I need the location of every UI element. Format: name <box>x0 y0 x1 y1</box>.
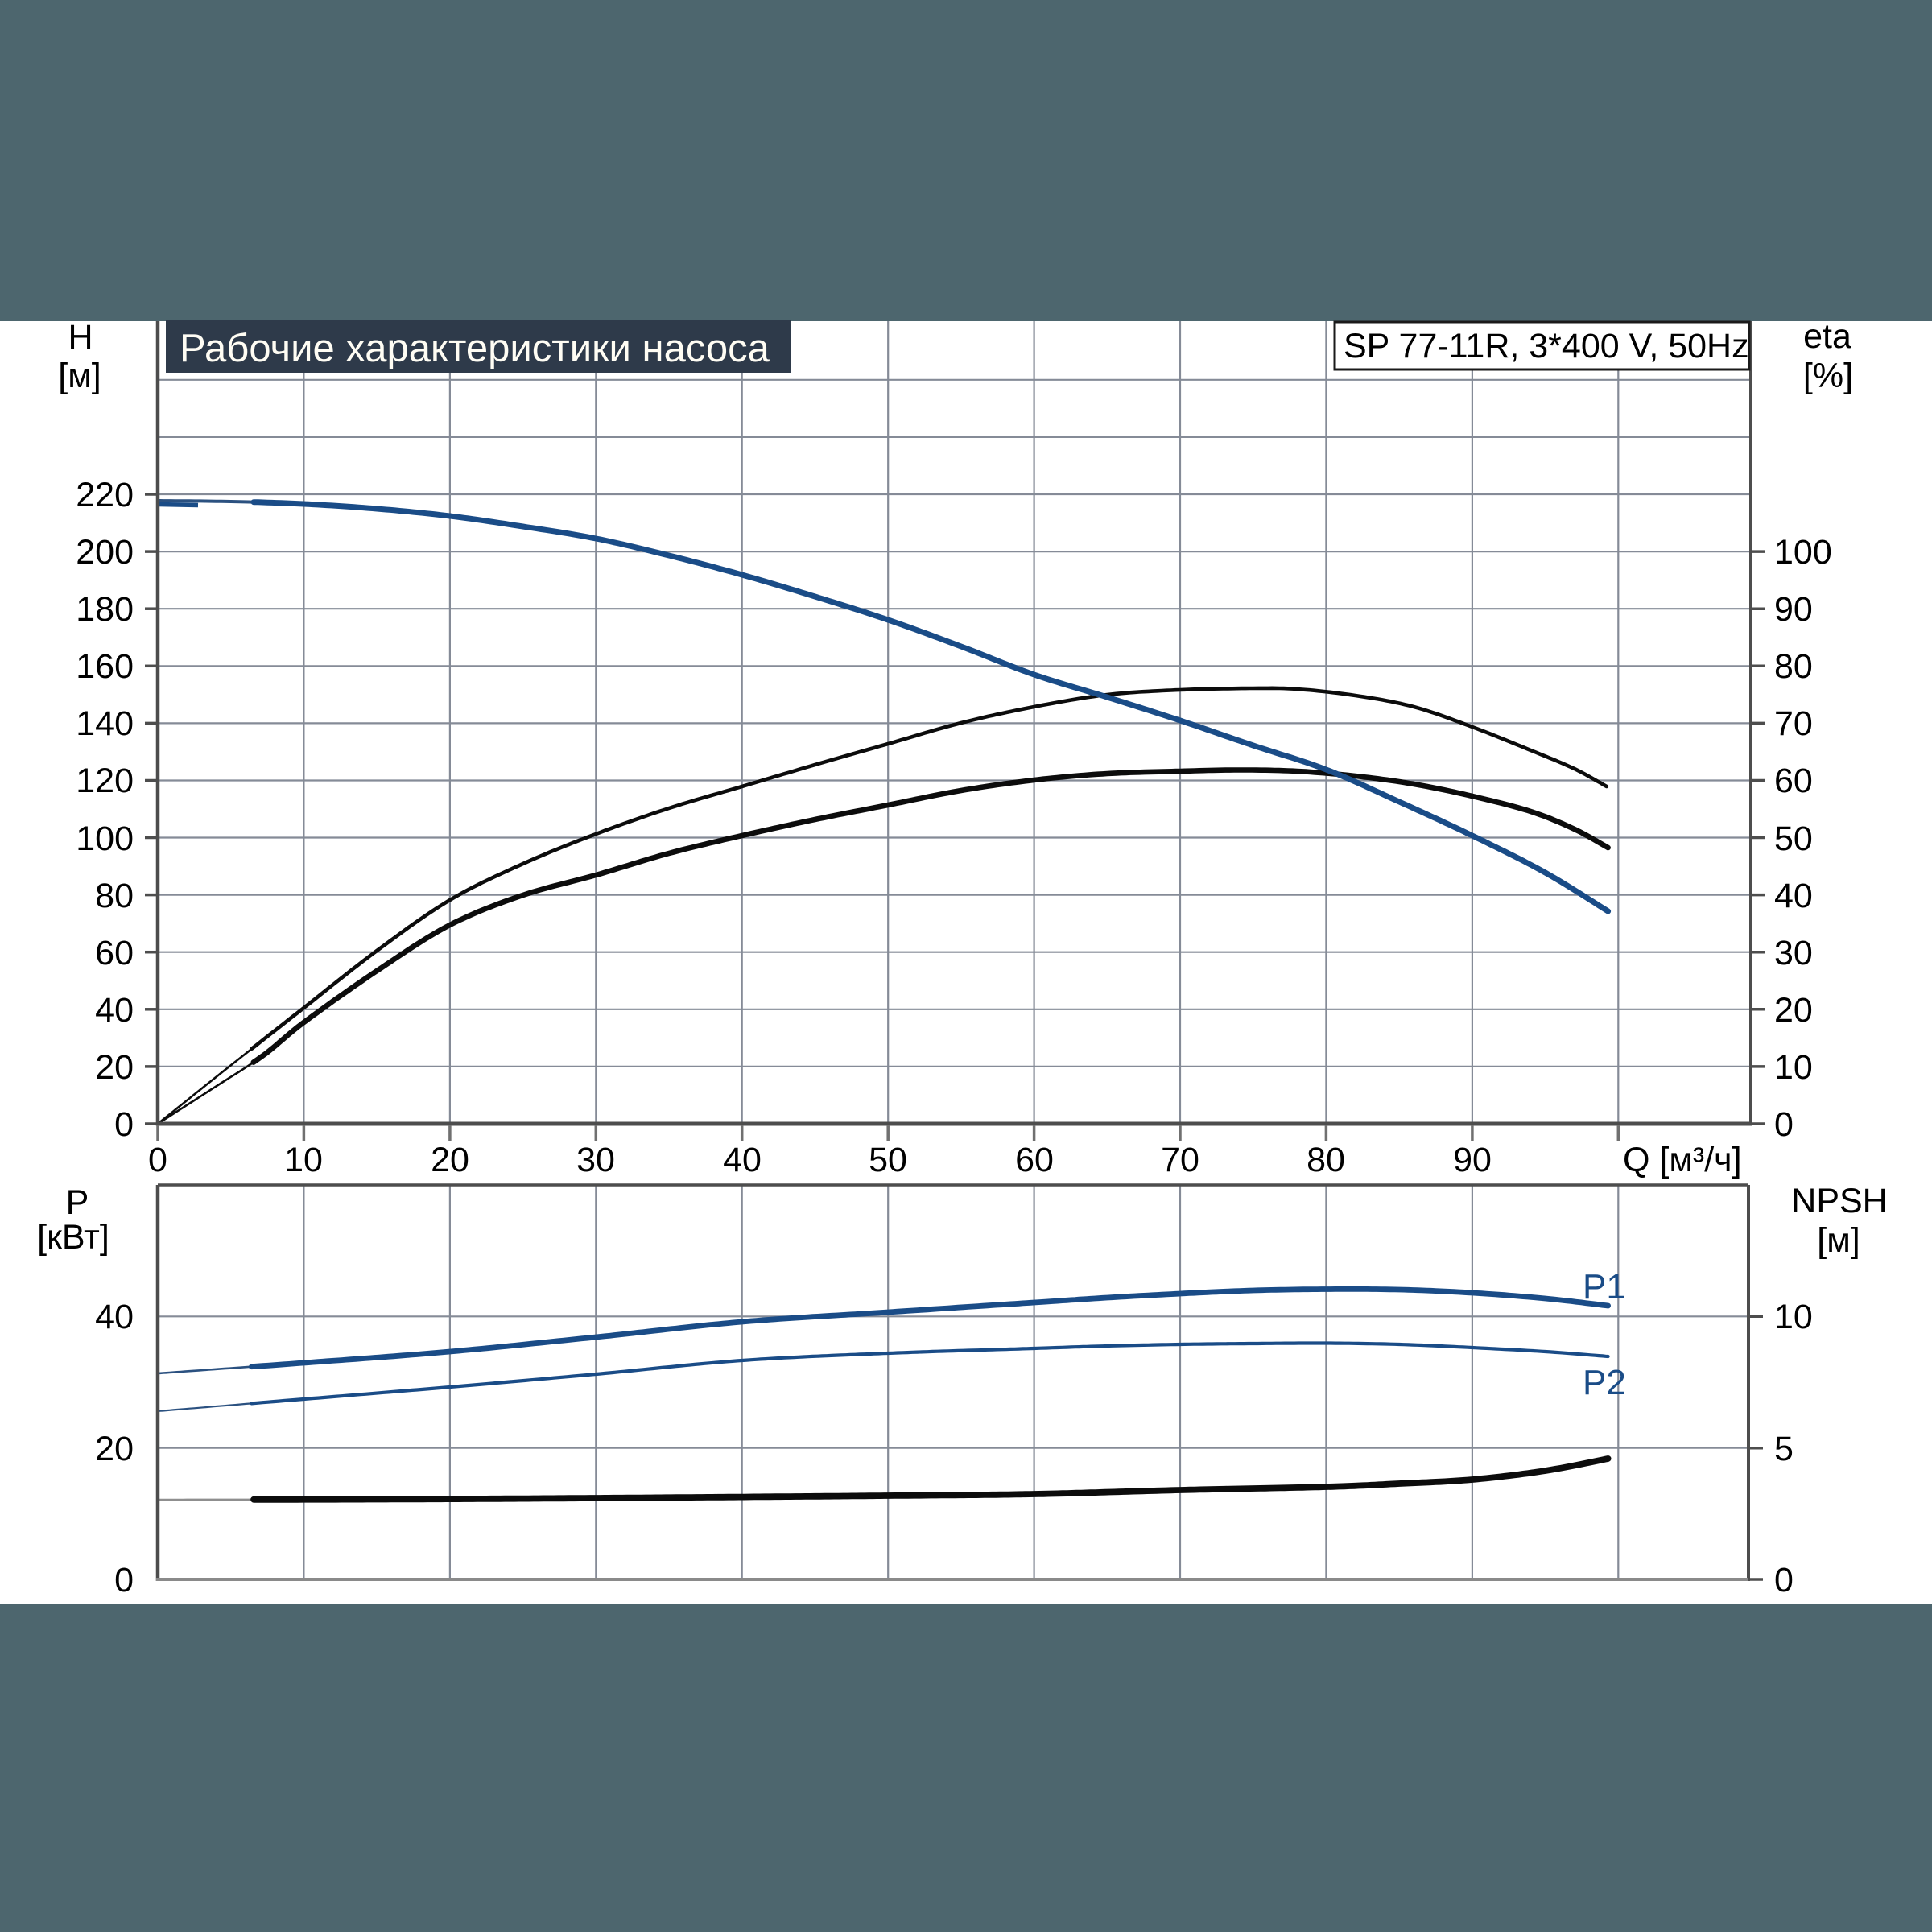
svg-text:30: 30 <box>1774 934 1813 972</box>
svg-text:120: 120 <box>76 762 134 800</box>
svg-text:80: 80 <box>95 877 134 915</box>
svg-text:70: 70 <box>1161 1141 1199 1179</box>
svg-text:180: 180 <box>76 590 134 629</box>
svg-text:60: 60 <box>1774 762 1813 800</box>
svg-text:30: 30 <box>576 1141 615 1179</box>
svg-text:0: 0 <box>1774 1561 1794 1600</box>
svg-text:60: 60 <box>95 934 134 972</box>
svg-text:0: 0 <box>114 1105 134 1144</box>
svg-text:P1: P1 <box>1583 1267 1626 1307</box>
svg-text:P2: P2 <box>1583 1363 1626 1402</box>
svg-text:20: 20 <box>431 1141 469 1179</box>
svg-text:[м]: [м] <box>58 357 101 395</box>
svg-text:SP 77-11R, 3*400 V, 50Hz: SP 77-11R, 3*400 V, 50Hz <box>1344 327 1749 365</box>
svg-text:220: 220 <box>76 476 134 514</box>
svg-text:50: 50 <box>1774 819 1813 858</box>
svg-text:90: 90 <box>1453 1141 1492 1179</box>
svg-text:NPSH: NPSH <box>1791 1182 1887 1220</box>
svg-text:140: 140 <box>76 704 134 743</box>
svg-text:[м]: [м] <box>1817 1221 1860 1260</box>
svg-text:H: H <box>68 318 93 357</box>
svg-text:10: 10 <box>1774 1048 1813 1087</box>
svg-text:160: 160 <box>76 647 134 686</box>
svg-text:40: 40 <box>95 1298 134 1336</box>
svg-text:eta: eta <box>1803 317 1852 356</box>
svg-text:70: 70 <box>1774 704 1813 743</box>
svg-text:0: 0 <box>114 1561 134 1600</box>
svg-text:P: P <box>66 1183 89 1222</box>
svg-text:40: 40 <box>95 991 134 1030</box>
svg-text:0: 0 <box>1774 1105 1794 1144</box>
svg-text:40: 40 <box>723 1141 762 1179</box>
svg-text:10: 10 <box>284 1141 323 1179</box>
svg-text:[кВт]: [кВт] <box>37 1218 109 1257</box>
svg-text:20: 20 <box>95 1430 134 1468</box>
svg-text:80: 80 <box>1307 1141 1345 1179</box>
svg-text:80: 80 <box>1774 647 1813 686</box>
svg-text:5: 5 <box>1774 1430 1794 1468</box>
svg-text:40: 40 <box>1774 877 1813 915</box>
svg-text:100: 100 <box>76 819 134 858</box>
svg-text:Q [м³/ч]: Q [м³/ч] <box>1623 1141 1742 1179</box>
svg-text:60: 60 <box>1015 1141 1054 1179</box>
svg-text:Рабочие характеристики насоса: Рабочие характеристики насоса <box>180 327 770 370</box>
svg-text:200: 200 <box>76 533 134 572</box>
svg-text:90: 90 <box>1774 590 1813 629</box>
svg-text:50: 50 <box>869 1141 907 1179</box>
svg-text:10: 10 <box>1774 1298 1813 1336</box>
svg-text:0: 0 <box>148 1141 167 1179</box>
svg-text:20: 20 <box>1774 991 1813 1030</box>
svg-text:[%]: [%] <box>1803 357 1853 395</box>
svg-text:100: 100 <box>1774 533 1832 572</box>
svg-text:20: 20 <box>95 1048 134 1087</box>
